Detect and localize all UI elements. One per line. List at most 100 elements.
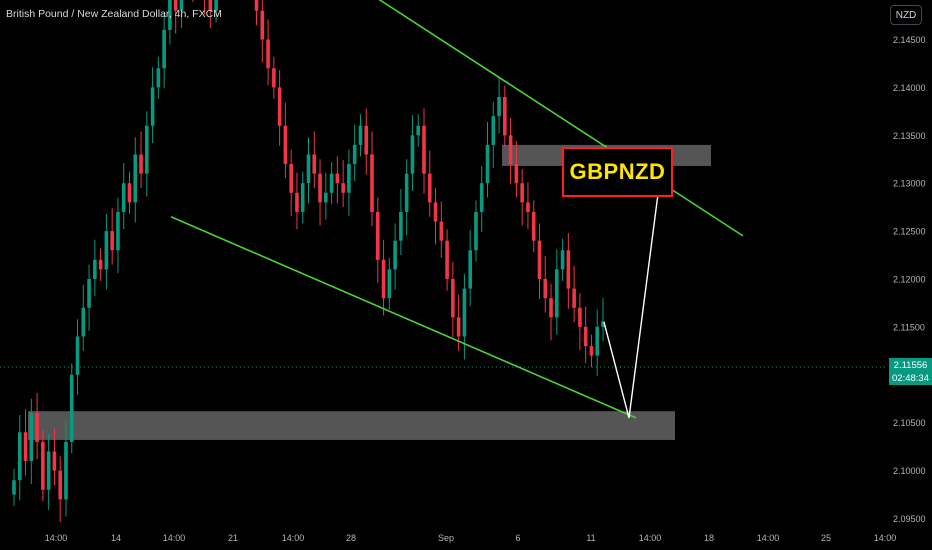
projection-path — [603, 170, 662, 419]
candle-body — [173, 0, 178, 11]
candle-body — [537, 240, 542, 279]
candle-body — [75, 336, 80, 375]
candle-body — [370, 154, 374, 212]
y-tick-label: 2.12500 — [893, 227, 926, 237]
candle-body — [462, 288, 467, 337]
candle-body — [121, 183, 126, 212]
candle-body — [116, 211, 120, 251]
candle-body — [110, 231, 114, 251]
candle-body — [503, 96, 507, 136]
candle-body — [133, 154, 138, 203]
candle-body — [17, 432, 22, 481]
candle-body — [589, 346, 594, 356]
candle-body — [127, 183, 132, 203]
currency-button[interactable]: NZD — [890, 5, 922, 25]
candle-body — [324, 192, 328, 203]
x-tick-label: 11 — [586, 533, 595, 543]
candle-body — [289, 164, 293, 193]
candle-body — [272, 68, 276, 88]
candle-body — [69, 374, 74, 442]
candle-body — [266, 39, 270, 69]
candle-body — [260, 10, 265, 40]
candle-body — [104, 231, 109, 270]
candle-body — [514, 164, 519, 184]
candle-body — [508, 135, 513, 165]
candle-body — [399, 211, 403, 241]
candle-body — [601, 321, 605, 327]
candle-body — [410, 135, 415, 174]
y-tick-label: 2.14500 — [893, 35, 926, 45]
candle-body — [162, 29, 166, 69]
candle-body — [543, 279, 548, 299]
candle-body — [208, 0, 213, 11]
candle-body — [520, 183, 524, 203]
x-tick-label: 18 — [704, 533, 714, 543]
last-price-tag: 2.11556 02:48:34 — [889, 358, 932, 385]
support-zone — [28, 411, 675, 440]
candle-body — [156, 68, 161, 88]
candle-body — [93, 259, 97, 279]
y-tick-label: 2.12000 — [893, 275, 926, 285]
candle-body — [145, 125, 149, 174]
candle-body — [381, 259, 386, 299]
candle-body — [214, 0, 218, 11]
candle-body — [416, 125, 421, 136]
candle-body — [456, 317, 461, 337]
candle-body — [445, 240, 449, 279]
x-tick-label: 14:00 — [45, 533, 68, 543]
candle-body — [179, 0, 184, 11]
candle-body — [64, 441, 68, 500]
y-tick-label: 2.13000 — [893, 179, 926, 189]
y-tick-label: 2.11500 — [893, 322, 925, 332]
y-tick-label: 2.13500 — [893, 131, 926, 141]
candle-body — [150, 87, 155, 126]
x-tick-label: Sep — [438, 533, 454, 543]
candle-body — [578, 307, 582, 327]
y-tick-label: 2.14000 — [893, 83, 926, 93]
candle-body — [433, 202, 438, 222]
candle-body — [52, 451, 57, 471]
candle-body — [566, 250, 571, 289]
candle-body — [329, 173, 334, 193]
candle-body — [254, 0, 259, 11]
candle-body — [318, 173, 322, 203]
x-tick-label: 14:00 — [757, 533, 780, 543]
x-tick-label: 6 — [515, 533, 520, 543]
candle-body — [29, 413, 34, 462]
candle-body — [98, 259, 103, 270]
candle-body — [335, 173, 340, 184]
candle-body — [12, 480, 16, 495]
channel-upper-line — [378, 0, 744, 237]
candle-body — [277, 87, 282, 126]
candle-body — [474, 211, 478, 251]
x-tick-label: 28 — [346, 533, 356, 543]
y-tick-label: 2.10500 — [893, 418, 926, 428]
candle-body — [81, 307, 86, 337]
x-tick-label: 14:00 — [874, 533, 897, 543]
candle-body — [479, 183, 484, 212]
candle-body — [393, 240, 397, 270]
candle-body — [23, 432, 28, 462]
candle-body — [347, 164, 351, 193]
y-tick-label: 2.09500 — [893, 514, 926, 524]
candle-body — [87, 279, 91, 308]
candle-body — [427, 173, 432, 203]
candle-body — [451, 279, 455, 318]
bar-countdown: 02:48:34 — [892, 373, 929, 384]
candle-body — [583, 326, 588, 347]
x-tick-label: 14:00 — [282, 533, 305, 543]
last-price-value: 2.11556 — [893, 360, 928, 371]
candle-body — [283, 125, 288, 165]
candle-body — [485, 144, 490, 184]
candle-body — [364, 125, 369, 155]
candle-body — [526, 202, 530, 212]
candle-body — [491, 116, 496, 145]
candle-body — [404, 173, 409, 212]
x-tick-label: 14:00 — [639, 533, 662, 543]
candle-body — [560, 250, 565, 270]
x-tick-label: 21 — [228, 533, 238, 543]
candle-body — [46, 451, 51, 490]
channel-lower-line — [170, 215, 637, 419]
x-tick-label: 14:00 — [163, 533, 186, 543]
